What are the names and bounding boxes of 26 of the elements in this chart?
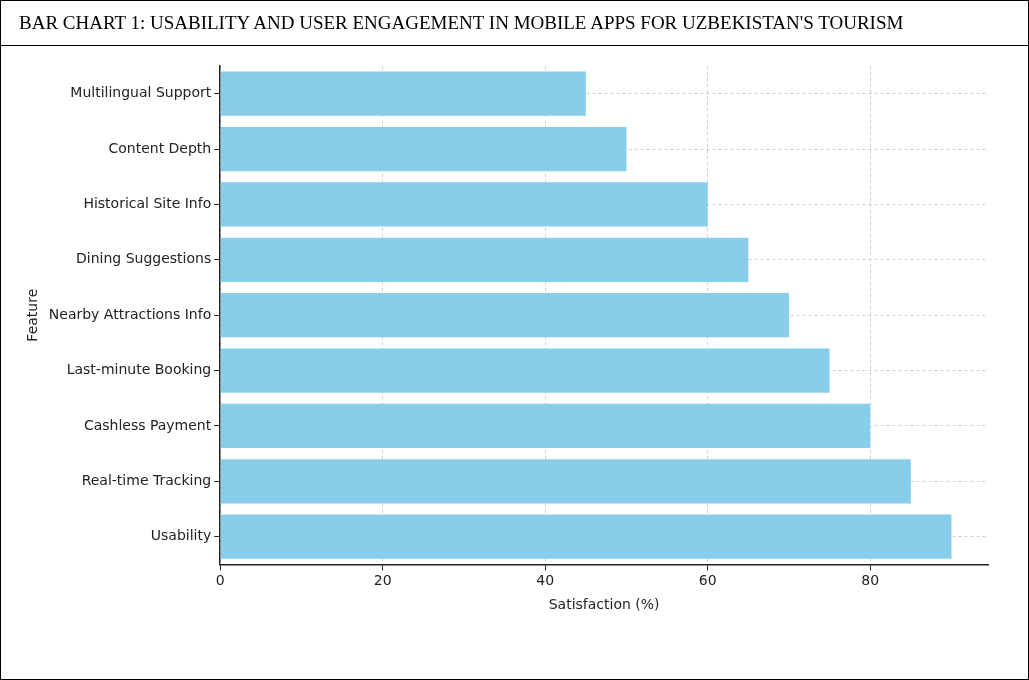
y-tick-label: Dining Suggestions bbox=[76, 250, 212, 267]
y-tick-label: Real-time Tracking bbox=[81, 471, 212, 488]
y-tick-label: Cashless Payment bbox=[83, 416, 212, 433]
bar bbox=[220, 293, 789, 338]
x-tick-label: 80 bbox=[861, 572, 880, 589]
bar bbox=[220, 182, 708, 227]
x-tick-label: 40 bbox=[536, 572, 555, 589]
y-tick-label: Nearby Attractions Info bbox=[48, 305, 212, 322]
y-tick-label: Usability bbox=[150, 527, 212, 544]
bar bbox=[220, 514, 952, 559]
y-axis-title: Feature bbox=[24, 288, 41, 342]
x-axis-title: Satisfaction (%) bbox=[548, 596, 660, 613]
bar bbox=[220, 71, 586, 116]
x-tick-label: 0 bbox=[215, 572, 225, 589]
bar bbox=[220, 459, 911, 504]
x-tick-label: 20 bbox=[373, 572, 392, 589]
y-tick-label: Content Depth bbox=[108, 139, 212, 156]
y-tick-label: Historical Site Info bbox=[83, 195, 212, 212]
y-tick-label: Last-minute Booking bbox=[66, 361, 212, 378]
x-tick-label: 60 bbox=[698, 572, 717, 589]
bar bbox=[220, 126, 627, 172]
bar bbox=[220, 403, 871, 449]
bar bbox=[220, 237, 749, 282]
bar bbox=[220, 348, 830, 393]
y-tick-label: Multilingual Support bbox=[70, 84, 212, 101]
chart-title: BAR CHART 1: USABILITY AND USER ENGAGEMENT IN MOBILE APPS FOR UZBEKISTAN'S TOURISM bbox=[1, 1, 1028, 46]
